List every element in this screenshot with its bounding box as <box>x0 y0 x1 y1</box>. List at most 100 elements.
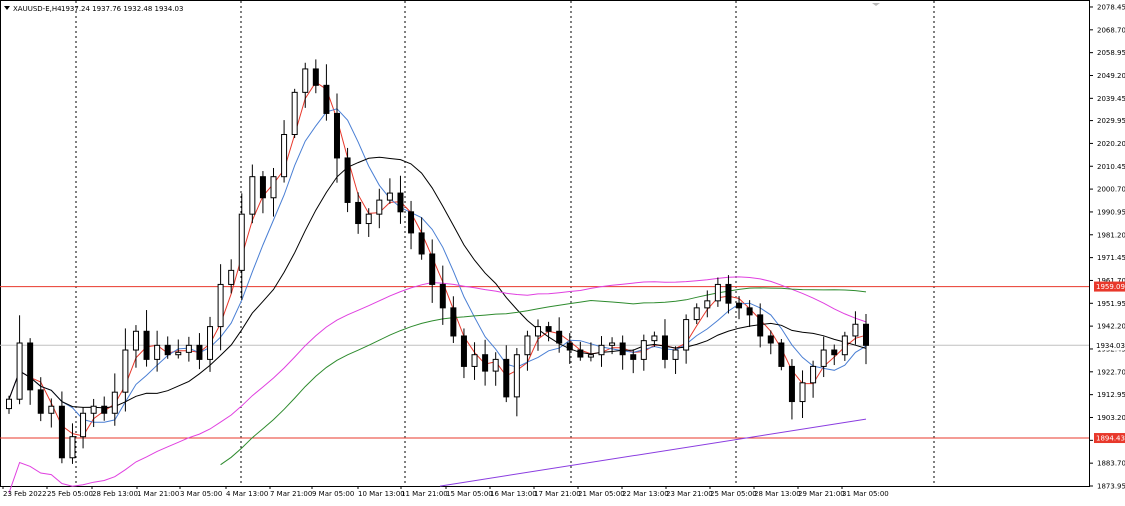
x-tick-label: 28 Feb 13:00 <box>92 490 138 498</box>
candle <box>757 303 764 348</box>
candle <box>746 300 753 327</box>
candle <box>196 333 203 370</box>
y-tick-label: 1971.45 <box>1097 254 1125 262</box>
candle <box>6 395 12 414</box>
candles <box>6 59 869 464</box>
candle <box>736 296 743 320</box>
candle <box>460 328 467 379</box>
svg-text:1959.09: 1959.09 <box>1096 283 1125 291</box>
y-tick-label: 2049.20 <box>1097 72 1125 80</box>
y-tick-label: 2029.95 <box>1097 117 1125 125</box>
candle <box>545 321 552 342</box>
y-tick-label: 1951.95 <box>1097 300 1125 308</box>
candle <box>122 328 129 412</box>
y-tick-label: 2068.70 <box>1097 26 1125 34</box>
candle <box>217 264 224 351</box>
x-tick-label: 31 Mar 05:00 <box>842 490 889 498</box>
candle <box>820 336 827 378</box>
candle <box>291 88 298 139</box>
x-tick-label: 1 Mar 21:00 <box>137 490 179 498</box>
candle <box>852 311 859 345</box>
y-tick-label: 2020.20 <box>1097 140 1125 148</box>
candle <box>249 164 256 224</box>
candle <box>619 335 626 370</box>
y-tick-label: 2010.45 <box>1097 163 1125 171</box>
y-tick-label: 1961.70 <box>1097 277 1125 285</box>
y-tick-label: 2058.95 <box>1097 49 1125 57</box>
candle <box>238 193 245 301</box>
candle <box>704 290 711 318</box>
x-tick-label: 3 Mar 05:00 <box>180 490 222 498</box>
candle <box>386 178 393 204</box>
candle <box>164 336 171 359</box>
x-tick-label: 29 Mar 21:00 <box>798 490 845 498</box>
ma-mid-line <box>8 108 867 423</box>
x-tick-label: 16 Mar 13:00 <box>490 490 537 498</box>
candle <box>175 339 182 359</box>
candle <box>609 337 616 355</box>
x-tick-label: 15 Mar 05:00 <box>446 490 493 498</box>
candle <box>312 59 319 94</box>
time-axis[interactable]: 23 Feb 2022 25 Feb 05:00 28 Feb 13:00 1 Mar… <box>2 486 889 498</box>
scroll-marker-icon[interactable] <box>872 3 880 6</box>
candle <box>397 175 404 224</box>
candle <box>598 336 605 367</box>
x-tick-label: 7 Mar 21:00 <box>270 490 312 498</box>
candle <box>69 423 76 464</box>
x-tick-label: 25 Mar 05:00 <box>710 490 757 498</box>
collapse-triangle-icon[interactable] <box>4 6 10 10</box>
candle <box>101 396 108 421</box>
y-tick-label: 1883.70 <box>1097 460 1125 468</box>
candle <box>90 398 97 428</box>
moving-averages <box>8 81 867 494</box>
candle <box>714 277 721 307</box>
x-tick-label: 22 Mar 13:00 <box>622 490 669 498</box>
ma-200-line <box>8 276 867 494</box>
candle <box>323 64 330 121</box>
svg-text:1934.03: 1934.03 <box>1096 342 1125 350</box>
level-price-badge[interactable]: 1959.09 <box>1094 281 1125 292</box>
candle <box>185 336 192 362</box>
candle <box>27 338 34 405</box>
candle <box>365 208 372 237</box>
candle <box>535 319 542 351</box>
x-tick-label: 25 Feb 05:00 <box>47 490 93 498</box>
candle <box>503 345 510 403</box>
x-tick-label: 23 Feb 2022 <box>3 490 47 498</box>
horizontal-lines[interactable] <box>0 286 1089 439</box>
y-tick-label: 1990.95 <box>1097 208 1125 216</box>
price-axis[interactable]: 2078.45 2068.70 2058.95 2049.20 2039.45 2029.… <box>1089 3 1125 491</box>
candle <box>302 62 309 108</box>
y-tick-label: 2000.70 <box>1097 186 1125 194</box>
plot-area[interactable] <box>0 0 1090 487</box>
candle <box>408 200 415 250</box>
chart-title: XAUUSD-E,H4 <box>13 5 62 13</box>
candle <box>143 310 150 367</box>
candle <box>228 259 235 294</box>
candle <box>482 339 489 386</box>
level-price-badge[interactable]: 1894.43 <box>1094 433 1125 444</box>
candle <box>556 317 563 353</box>
x-tick-label: 21 Mar 05:00 <box>578 490 625 498</box>
candle <box>154 330 161 372</box>
candle <box>344 147 351 213</box>
candle <box>672 346 679 374</box>
y-tick-label: 1873.95 <box>1097 483 1125 491</box>
candle <box>355 192 362 234</box>
current-price-badge[interactable]: 1934.03 <box>1094 340 1125 351</box>
candle <box>132 325 139 368</box>
candle <box>788 359 795 420</box>
candle <box>725 275 732 314</box>
candle <box>587 342 594 362</box>
candle <box>841 331 848 361</box>
candle <box>471 342 478 380</box>
y-tick-label: 1922.70 <box>1097 368 1125 376</box>
candle <box>37 377 44 422</box>
candle <box>418 217 425 260</box>
x-tick-label: 10 Mar 13:00 <box>358 490 405 498</box>
candle <box>16 315 23 405</box>
candle <box>810 360 817 398</box>
candle <box>48 398 55 428</box>
